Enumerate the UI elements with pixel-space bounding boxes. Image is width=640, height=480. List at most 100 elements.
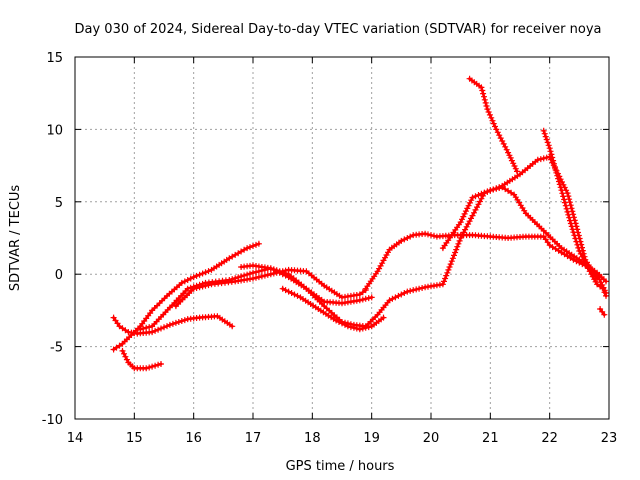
data-point (423, 232, 427, 236)
series-markers (597, 306, 608, 318)
x-axis-label: GPS time / hours (286, 459, 395, 474)
data-point (192, 275, 196, 279)
data-point (216, 314, 219, 318)
data-point (150, 309, 154, 312)
x-tick-label: 17 (245, 431, 262, 446)
data-point (346, 324, 350, 328)
data-point (572, 230, 575, 234)
data-point (364, 287, 368, 291)
axes: 14 15 16 17 18 19 20 21 22 23 -10 -5 0 5 10 15 (42, 51, 618, 446)
data-point (468, 77, 471, 81)
data-point (230, 324, 234, 328)
data-point (358, 293, 362, 296)
data-point (210, 282, 213, 286)
data-point (494, 127, 498, 131)
series-track-12 (597, 306, 608, 318)
data-point (126, 330, 130, 334)
data-point (488, 235, 492, 239)
series-markers (362, 230, 609, 296)
data-point (566, 191, 569, 195)
data-point (554, 168, 557, 172)
data-point (388, 248, 391, 252)
data-point (524, 235, 528, 239)
data-point (480, 86, 483, 89)
data-point (144, 366, 148, 370)
data-point (370, 324, 374, 328)
data-point (577, 258, 581, 262)
data-point (441, 246, 445, 250)
data-point (150, 330, 154, 334)
data-point (583, 261, 587, 264)
data-point (168, 306, 172, 309)
data-point (126, 361, 130, 364)
data-point (471, 233, 474, 237)
data-point (441, 282, 445, 286)
y-tick-label: 0 (55, 268, 63, 283)
data-point (589, 272, 593, 276)
data-point (595, 282, 599, 286)
x-tick-label: 21 (482, 431, 499, 446)
data-point (132, 366, 136, 370)
y-tick-label: -10 (42, 413, 63, 428)
data-point (486, 107, 489, 111)
data-point (168, 323, 172, 327)
data-point (180, 281, 184, 285)
series-track-3 (119, 347, 164, 372)
data-point (198, 316, 202, 319)
data-point (150, 324, 154, 328)
data-point (174, 304, 178, 308)
data-point (287, 268, 290, 272)
data-point (251, 264, 255, 267)
data-point (305, 269, 308, 273)
data-point (382, 316, 385, 319)
data-point (506, 151, 510, 155)
data-point (316, 307, 320, 311)
data-point (305, 287, 308, 291)
series-line (239, 155, 599, 328)
data-point (159, 362, 163, 366)
data-point (186, 317, 190, 321)
data-point (488, 188, 492, 192)
data-point (112, 348, 115, 351)
data-point (251, 271, 255, 275)
data-point (518, 172, 522, 176)
data-point (435, 235, 439, 239)
data-point (399, 239, 403, 243)
data-point (560, 246, 563, 250)
x-tick-label: 16 (185, 431, 202, 446)
data-point (322, 284, 326, 288)
data-point (192, 287, 196, 291)
data-point (269, 267, 273, 270)
data-point (251, 277, 255, 280)
data-point (459, 220, 463, 224)
data-point (471, 196, 474, 199)
data-point (602, 313, 606, 317)
x-tick-label: 19 (363, 431, 380, 446)
data-point (601, 287, 605, 291)
data-point (322, 304, 326, 308)
data-point (358, 298, 362, 302)
data-point (121, 349, 124, 353)
data-point (604, 280, 608, 283)
y-tick-label: -5 (50, 341, 63, 356)
data-point (257, 242, 261, 246)
x-tick-label: 14 (67, 431, 84, 446)
x-tick-label: 15 (126, 431, 143, 446)
data-point (560, 188, 563, 192)
data-point (604, 294, 608, 298)
series-track-7 (279, 285, 387, 333)
data-point (566, 210, 569, 214)
x-tick-label: 22 (541, 431, 558, 446)
data-point (577, 249, 581, 253)
data-point (299, 296, 302, 299)
data-point (118, 324, 121, 328)
data-point (233, 280, 237, 283)
data-point (595, 271, 599, 275)
data-point (281, 287, 285, 291)
data-point (376, 269, 379, 273)
series-track-10 (466, 75, 520, 175)
data-point (287, 275, 290, 279)
data-point (370, 296, 374, 299)
data-point (112, 316, 115, 319)
data-point (340, 301, 344, 305)
